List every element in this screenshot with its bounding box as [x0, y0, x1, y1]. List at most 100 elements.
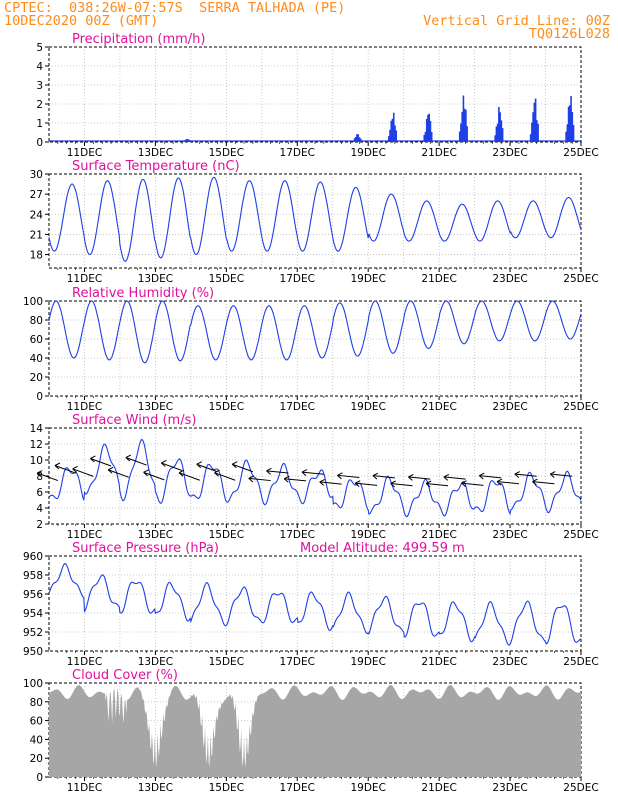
wind-arrowhead — [372, 475, 378, 480]
precip-bar — [533, 102, 536, 142]
precip-bar — [495, 126, 498, 142]
precip-bar — [427, 114, 429, 142]
precip-bar — [494, 135, 496, 142]
wind-arrowhead — [337, 474, 342, 480]
plot-frame — [48, 300, 582, 397]
wind-arrowhead — [178, 472, 184, 477]
wind-arrowhead — [196, 463, 202, 469]
x-tick-label: 19DEC — [350, 273, 385, 285]
x-tick-label: 15DEC — [209, 529, 244, 541]
precip-bar — [570, 96, 572, 142]
x-tick-label: 13DEC — [138, 273, 173, 285]
y-tick-label: 12 — [30, 439, 43, 451]
wind-vector — [390, 482, 413, 487]
wind-vector — [337, 474, 360, 479]
precip-bar — [465, 109, 467, 142]
wind-arrowhead — [107, 469, 113, 474]
precip-bar — [356, 134, 358, 142]
wind-arrowhead — [514, 471, 521, 475]
x-tick-label: 23DEC — [492, 401, 527, 413]
precip-bar — [354, 137, 357, 142]
wind-arrowhead — [408, 473, 414, 478]
precip-bar — [567, 106, 570, 142]
x-tick-label: 23DEC — [492, 656, 527, 668]
panel-title: Surface Temperature (nC) — [72, 159, 240, 174]
x-tick-label: 13DEC — [138, 147, 173, 159]
y-tick-label: 10 — [30, 455, 43, 467]
y-tick-label: 950 — [23, 646, 43, 658]
panel-title: Relative Humidity (%) — [72, 286, 214, 301]
precip-bar — [394, 125, 396, 142]
wind-vector — [143, 471, 165, 481]
x-tick-label: 13DEC — [138, 782, 173, 794]
x-tick-label: 23DEC — [492, 529, 527, 541]
panel-title: Surface Wind (m/s) — [72, 413, 196, 428]
precip-bar — [496, 123, 499, 142]
x-tick-label: 11DEC — [67, 273, 102, 285]
precip-bar — [353, 138, 356, 142]
x-tick-label: 17DEC — [280, 656, 315, 668]
wind-arrowhead — [90, 458, 95, 463]
wind-arrowhead — [354, 482, 360, 488]
wind-arrowhead — [54, 462, 61, 466]
x-tick-label: 15DEC — [209, 656, 244, 668]
x-tick-label: 17DEC — [280, 147, 315, 159]
precip-bar — [430, 132, 433, 142]
precip-bar — [501, 128, 504, 142]
x-tick-label: 11DEC — [67, 656, 102, 668]
x-tick-label: 23DEC — [492, 273, 527, 285]
y-tick-label: 20 — [30, 753, 43, 765]
x-tick-label: 25DEC — [563, 401, 598, 413]
x-tick-label: 21DEC — [421, 273, 456, 285]
wind-arrowhead — [72, 465, 78, 470]
precip-bar — [499, 112, 501, 142]
precip-bar — [466, 126, 468, 142]
wind-arrowhead — [266, 470, 271, 475]
wind-arrowhead — [161, 462, 166, 467]
wind-vector — [550, 473, 573, 477]
y-tick-label: 30 — [30, 169, 43, 181]
precip-bar — [566, 124, 569, 142]
y-tick-label: 40 — [30, 734, 43, 746]
precip-bar — [569, 105, 571, 142]
x-tick-label: 25DEC — [563, 782, 598, 794]
run-date: 10DEC2020 00Z (GMT) — [4, 13, 159, 29]
wind-vector — [372, 475, 395, 479]
precip-bar — [387, 136, 390, 142]
x-tick-label: 21DEC — [421, 656, 456, 668]
precip-bar — [428, 113, 431, 142]
x-tick-label: 17DEC — [280, 529, 315, 541]
y-tick-label: 956 — [23, 589, 43, 601]
precip-bar — [460, 123, 462, 142]
precip-bar — [536, 120, 538, 142]
precip-bar — [395, 130, 398, 142]
plot-frame — [48, 555, 582, 652]
x-tick-label: 25DEC — [563, 529, 598, 541]
precip-bar — [572, 124, 575, 142]
precip-bar — [392, 112, 395, 142]
x-tick-label: 17DEC — [280, 273, 315, 285]
y-tick-label: 8 — [36, 471, 43, 483]
y-tick-label: 2 — [36, 99, 43, 111]
wind-vector — [214, 472, 236, 481]
wind-vector — [284, 478, 307, 482]
y-tick-label: 958 — [23, 570, 43, 582]
panel-3: 2 4 6 8 10 12 14 11DEC 13DEC 15DEC 17DEC 19DEC 21DEC… — [30, 413, 599, 541]
wind-arrowhead — [248, 475, 255, 479]
y-tick-label: 4 — [36, 61, 43, 73]
wind-arrowhead — [90, 455, 96, 459]
wind-arrowhead — [283, 478, 289, 483]
wind-vector — [232, 463, 254, 473]
wind-arrowhead — [443, 473, 450, 478]
wind-vector — [248, 477, 271, 482]
precip-bar — [565, 131, 567, 142]
y-tick-label: 80 — [30, 697, 43, 709]
precip-bar — [534, 98, 537, 142]
x-tick-label: 23DEC — [492, 782, 527, 794]
y-tick-label: 0 — [36, 391, 43, 403]
wind-arrowhead — [36, 472, 42, 477]
wind-arrowhead — [125, 457, 131, 462]
wind-arrowhead — [319, 478, 325, 483]
y-tick-label: 3 — [36, 80, 43, 92]
wind-vector — [125, 457, 147, 466]
